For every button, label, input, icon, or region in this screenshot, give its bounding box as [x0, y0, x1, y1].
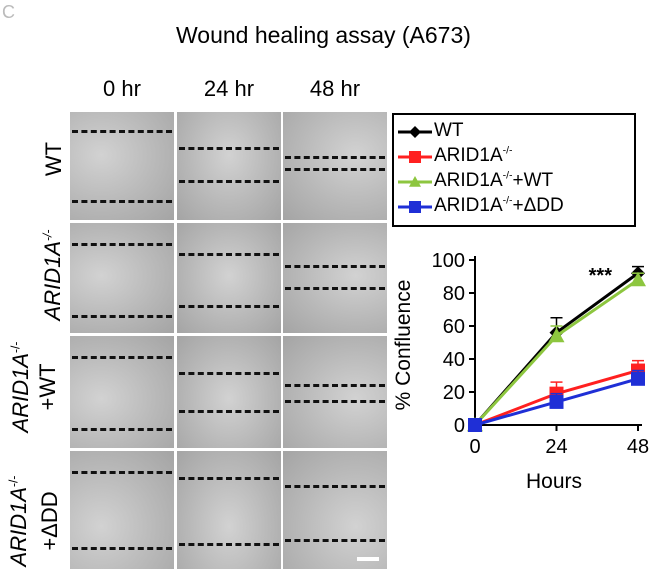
time-label-48hr: 48 hr: [309, 76, 361, 101]
wound-edge-top: [72, 471, 172, 474]
x-tick-label: 24: [545, 436, 567, 458]
row-label-arid1a-ko-wt-line1: ARID1A-/-: [8, 341, 33, 433]
panel-letter: C: [2, 2, 15, 22]
legend-entry-wt: WT: [394, 119, 634, 143]
wound-edge-top: [285, 485, 385, 488]
chart-significance-annotation: ***: [589, 265, 613, 287]
micrograph-arid1a-ko-wt-24hr: [177, 336, 281, 448]
data-point: [548, 327, 565, 343]
wound-edge-top: [285, 156, 385, 159]
figure-title-text: Wound healing assay (A673): [176, 22, 471, 48]
data-point: [549, 394, 564, 409]
wound-edge-bottom: [285, 168, 385, 171]
micrograph-arid1a-ko-dd-24hr: [177, 451, 281, 569]
wound-edge-top: [179, 372, 279, 375]
wound-edge-bottom: [179, 305, 279, 308]
y-tick-label: 60: [443, 316, 465, 338]
micrograph-wt-0hr: [70, 112, 174, 220]
y-tick-label: 100: [432, 250, 465, 272]
micrograph-wt-48hr: [283, 112, 387, 220]
legend-entry-arid1a-ko: ARID1A-/-: [394, 144, 634, 168]
chart-y-axis-label: % Confluence: [392, 280, 415, 411]
wound-edge-top: [179, 147, 279, 150]
wound-edge-top: [72, 130, 172, 133]
micrograph-arid1a-ko-48hr: [283, 223, 387, 333]
legend: WT ARID1A-/- ARID1A-/-+WT ARID1A-/-+ΔDD: [392, 113, 636, 227]
legend-marker-wt: [398, 126, 432, 138]
legend-marker-shape: [409, 151, 421, 163]
wound-edge-bottom: [179, 180, 279, 183]
x-tick-label: 48: [627, 436, 649, 458]
wound-edge-top: [285, 384, 385, 387]
row-label-arid1a-ko: ARID1A-/-: [40, 229, 65, 321]
row-label-arid1a-ko-dd-line2: +ΔDD: [37, 491, 62, 551]
row-label-wt: WT: [41, 141, 66, 177]
wound-edge-top: [179, 253, 279, 256]
wound-edge-bottom: [285, 539, 385, 542]
legend-marker-shape: [409, 126, 421, 138]
row-label-arid1a-ko-dd-line1: ARID1A-/-: [6, 475, 31, 567]
micrograph-arid1a-ko-dd-48hr: [283, 451, 387, 569]
legend-entry-arid1a-ko-dd: ARID1A-/-+ΔDD: [394, 194, 634, 218]
y-tick-label: 0: [454, 415, 465, 437]
confluence-line-chart: 0 20 40 60 80 100 0 24 48 % Confluence Hours ***: [392, 250, 650, 493]
micrograph-arid1a-ko-wt-48hr: [283, 336, 387, 448]
micrograph-arid1a-ko-wt-0hr: [70, 336, 174, 448]
micrograph-arid1a-ko-24hr: [177, 223, 281, 333]
legend-marker-shape: [409, 176, 421, 187]
legend-marker-arid1a-ko-wt: [398, 176, 432, 187]
time-label-0hr: 0 hr: [103, 76, 141, 101]
wound-edge-top: [285, 265, 385, 268]
y-tick-label: 20: [443, 382, 465, 404]
data-point: [630, 271, 646, 287]
wound-edge-bottom: [72, 315, 172, 318]
chart-axes: 0 20 40 60 80 100 0 24 48: [432, 250, 650, 458]
wound-edge-top: [179, 477, 279, 480]
chart-series: [467, 265, 646, 432]
micrograph-arid1a-ko-0hr: [70, 223, 174, 333]
scale-bar: [357, 557, 379, 561]
wound-edge-bottom: [285, 400, 385, 403]
y-tick-label: 40: [443, 349, 465, 371]
row-label-arid1a-ko-wt-line2: +WT: [35, 363, 60, 411]
chart-x-axis-label: Hours: [526, 470, 582, 493]
time-label-24hr: 24 hr: [203, 76, 255, 101]
wound-edge-bottom: [179, 410, 279, 413]
data-point: [631, 371, 645, 386]
wound-edge-top: [72, 243, 172, 246]
legend-entry-arid1a-ko-wt: ARID1A-/-+WT: [394, 169, 634, 193]
micrograph-wt-24hr: [177, 112, 281, 220]
x-tick-label: 0: [469, 436, 480, 458]
data-point: [468, 418, 482, 432]
wound-edge-bottom: [179, 543, 279, 546]
wound-edge-bottom: [72, 200, 172, 203]
legend-marker-shape: [409, 201, 421, 213]
y-tick-label: 80: [443, 283, 465, 305]
wound-edge-bottom: [72, 547, 172, 550]
micrograph-arid1a-ko-dd-0hr: [70, 451, 174, 569]
wound-edge-top: [72, 356, 172, 359]
legend-marker-arid1a-ko: [398, 151, 432, 163]
wound-edge-bottom: [285, 287, 385, 290]
series-3: [468, 369, 645, 432]
wound-edge-bottom: [72, 428, 172, 431]
legend-marker-arid1a-ko-dd: [398, 201, 432, 213]
